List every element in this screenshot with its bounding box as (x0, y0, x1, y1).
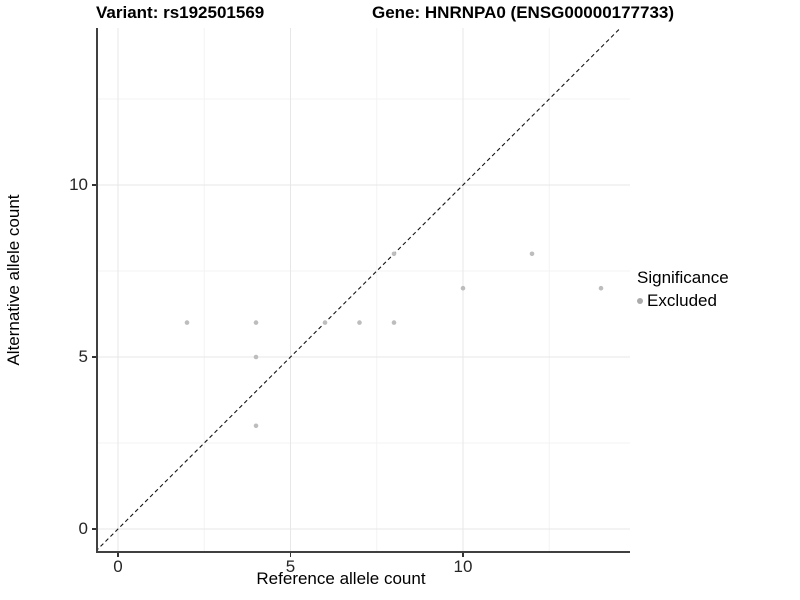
x-tick-label: 10 (453, 557, 473, 576)
legend-key-dot-icon (637, 298, 643, 304)
legend-entry: Excluded (637, 291, 729, 311)
y-axis-tick (92, 356, 96, 358)
x-tick-label: 0 (113, 557, 123, 576)
data-point (391, 251, 397, 257)
x-axis-tick (462, 553, 464, 557)
y-axis-title: Alternative allele count (4, 194, 23, 366)
gene-title: Gene: HNRNPA0 (ENSG00000177733) (372, 3, 675, 22)
legend-entry-label: Excluded (647, 291, 717, 310)
identity-dashed-line (98, 28, 622, 550)
data-point (357, 320, 362, 325)
data-point (184, 320, 190, 325)
y-axis-tick (92, 528, 96, 530)
x-axis-title: Reference allele count (256, 569, 426, 588)
plot-panel (96, 28, 630, 553)
data-point (460, 285, 466, 291)
legend-title: Significance (637, 268, 729, 287)
y-axis-tick (92, 184, 96, 186)
x-tick-label: 5 (285, 557, 296, 576)
data-point (598, 285, 604, 291)
data-point (529, 251, 535, 257)
y-tick-label: 0 (78, 519, 88, 538)
x-axis-tick (289, 553, 292, 557)
data-point (391, 320, 397, 325)
data-point (253, 423, 259, 429)
legend: Significance Excluded (637, 268, 729, 311)
scatter-canvas (98, 28, 630, 551)
x-axis-tick (117, 553, 119, 557)
data-point (253, 320, 259, 325)
y-tick-label: 10 (69, 175, 88, 194)
data-point (322, 320, 328, 325)
variant-title: Variant: rs192501569 (96, 3, 265, 22)
y-tick-label: 5 (78, 347, 88, 366)
data-point (253, 354, 259, 360)
legend-entries: Excluded (637, 291, 729, 311)
